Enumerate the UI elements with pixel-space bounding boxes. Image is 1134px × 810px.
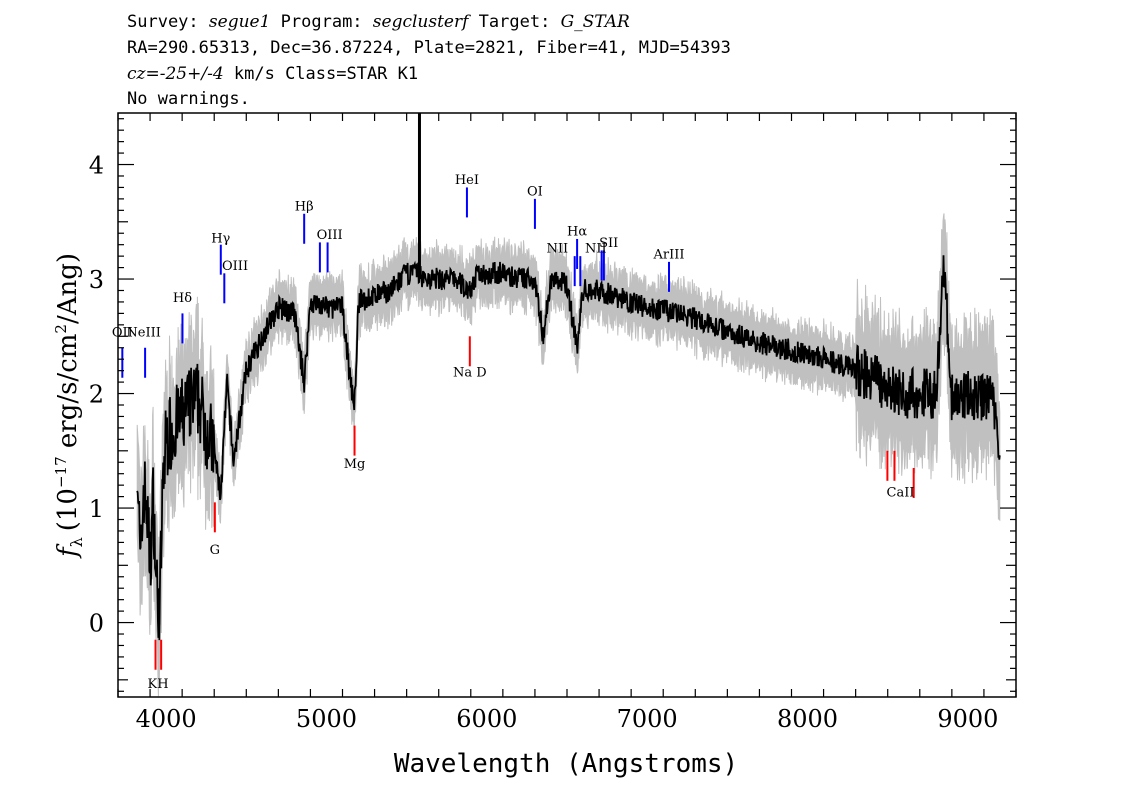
x-axis-title: Wavelength (Angstroms) bbox=[394, 749, 738, 779]
line-label-5: Hβ bbox=[295, 199, 314, 214]
x-tick-label-6000: 6000 bbox=[456, 705, 517, 733]
line-label-16: Mg bbox=[344, 457, 366, 472]
header-line-2: RA=290.65313, Dec=36.87224, Plate=2821, … bbox=[127, 38, 731, 58]
y-title-sq: 2 bbox=[52, 324, 70, 334]
y-tick-label-1: 1 bbox=[89, 495, 104, 523]
header-line-1: Survey: segue1 Program: segclusterf Targ… bbox=[127, 12, 630, 32]
y-tick-label-4: 4 bbox=[89, 152, 104, 180]
line-label-10: Hα bbox=[567, 225, 587, 240]
line-label-3: Hγ bbox=[211, 231, 230, 246]
line-label-12: SII bbox=[599, 236, 618, 251]
survey-label: Survey: bbox=[127, 12, 199, 32]
x-tick-label-4000: 4000 bbox=[136, 705, 197, 733]
target-value: G_STAR bbox=[561, 12, 630, 32]
y-title-close: /Ang) bbox=[53, 253, 83, 324]
program-label: Program: bbox=[281, 12, 363, 32]
y-title-exp: −17 bbox=[52, 456, 70, 488]
line-label-13: ArIII bbox=[652, 247, 684, 262]
x-tick-label-5000: 5000 bbox=[296, 705, 357, 733]
y-title-mid: erg/s/cm bbox=[53, 334, 83, 457]
survey-value: segue1 bbox=[209, 12, 271, 32]
cz-value: -25+/-4 bbox=[160, 64, 224, 84]
x-tick-label-7000: 7000 bbox=[617, 705, 678, 733]
y-tick-label-2: 2 bbox=[89, 381, 104, 409]
spectrum-traces bbox=[136, 113, 1001, 697]
y-title-open: (10 bbox=[53, 488, 83, 531]
y-title-lambda: λ bbox=[67, 537, 86, 547]
line-label-11: NII bbox=[585, 242, 607, 257]
x-tick-label-8000: 8000 bbox=[777, 705, 838, 733]
line-label-8: OI bbox=[527, 184, 543, 199]
line-label-14: KH bbox=[148, 677, 169, 692]
line-label-9: NII bbox=[547, 242, 569, 257]
cz-rest: km/s Class=STAR K1 bbox=[224, 64, 418, 84]
program-value: segclusterf bbox=[373, 12, 471, 32]
x-tick-label-9000: 9000 bbox=[937, 705, 998, 733]
plot-area: OIINeIIIHδHγOIIIHβOIIIHeIOINIIHαNIISIIAr… bbox=[89, 112, 1017, 733]
line-label-2: Hδ bbox=[173, 291, 192, 306]
y-axis-title: fλ(10−17 erg/s/cm2/Ang) bbox=[52, 253, 86, 559]
line-label-6: OIII bbox=[317, 228, 343, 243]
line-label-18: CaII bbox=[887, 486, 915, 501]
line-label-1: NeIII bbox=[126, 325, 160, 340]
header-line-4: No warnings. bbox=[127, 89, 250, 109]
line-label-15: G bbox=[210, 543, 220, 558]
y-tick-label-3: 3 bbox=[89, 266, 104, 294]
target-label: Target: bbox=[479, 12, 551, 32]
error-band bbox=[136, 213, 1001, 697]
line-label-7: HeI bbox=[455, 173, 479, 188]
y-tick-label-0: 0 bbox=[89, 610, 104, 638]
cz-label: cz= bbox=[127, 64, 160, 84]
line-label-4: OIII bbox=[222, 259, 248, 274]
header-block: Survey: segue1 Program: segclusterf Targ… bbox=[127, 12, 731, 109]
flux-line bbox=[136, 255, 1001, 641]
line-label-17: Na D bbox=[453, 365, 487, 380]
header-line-3: cz=-25+/-4 km/s Class=STAR K1 bbox=[127, 64, 418, 84]
